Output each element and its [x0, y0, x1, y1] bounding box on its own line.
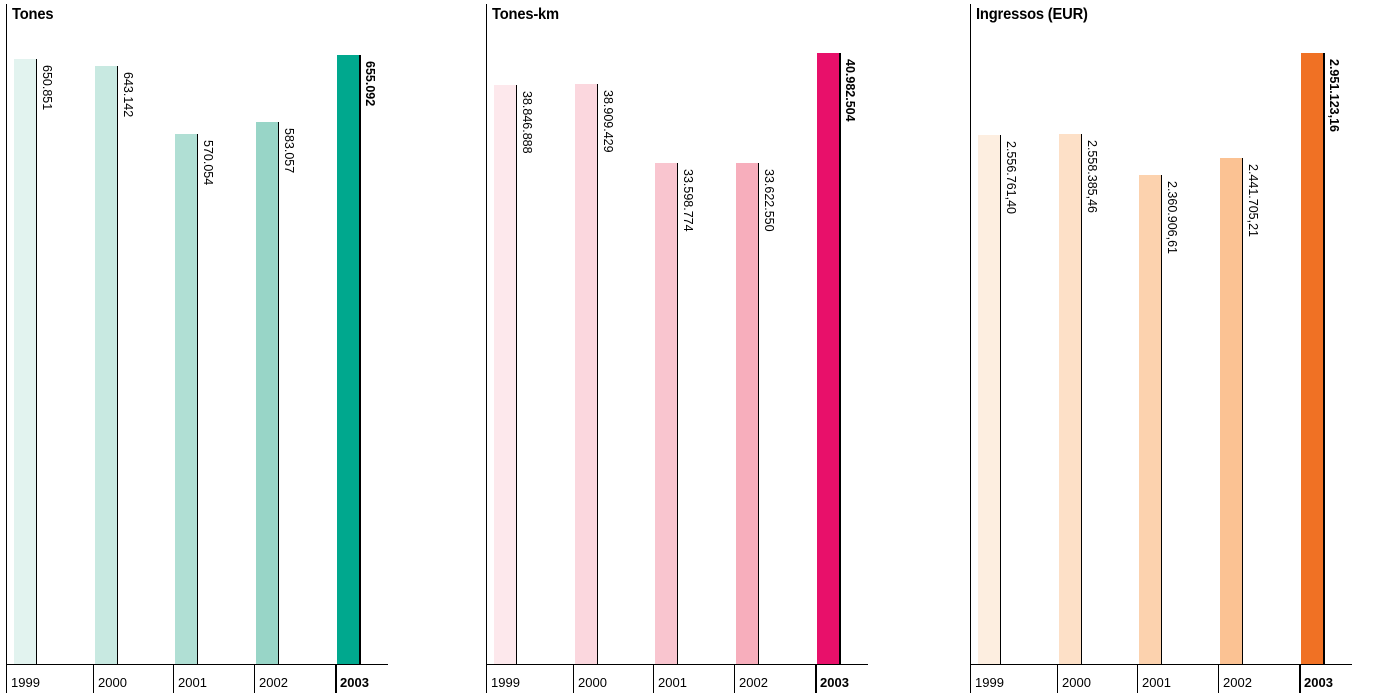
year-label-2002: 2002 — [1223, 675, 1252, 690]
year-tick-2003 — [1299, 664, 1301, 693]
value-label-2000: 2.558.385,46 — [1085, 140, 1099, 214]
year-tick-2000 — [1057, 664, 1058, 693]
bar-2001 — [175, 133, 197, 664]
x-axis-baseline — [486, 664, 868, 665]
value-label-2000: 38.909.429 — [601, 90, 615, 153]
bar-edge-2002 — [278, 121, 279, 664]
bar-edge-1999 — [1000, 134, 1001, 664]
value-label-2002: 583.057 — [282, 127, 296, 173]
year-tick-2002 — [254, 664, 255, 693]
value-label-2001: 33.598.774 — [681, 169, 695, 232]
bar-edge-2001 — [677, 163, 678, 664]
bar-edge-2000 — [117, 65, 118, 664]
y-axis-line — [486, 4, 487, 693]
bar-edge-2003 — [359, 54, 361, 664]
chart-panel-1: Tones 650.851 1999 643.142 2000 570.054 2001 58… — [6, 0, 388, 693]
value-label-2003: 2.951.123,16 — [1327, 58, 1341, 132]
year-label-2001: 2001 — [658, 675, 687, 690]
bar-2002 — [736, 162, 758, 664]
year-label-2003: 2003 — [1304, 675, 1333, 690]
bar-edge-2001 — [197, 133, 198, 664]
bar-2001 — [655, 163, 677, 664]
year-label-2000: 2000 — [578, 675, 607, 690]
bar-edge-2001 — [1161, 175, 1162, 664]
year-label-2002: 2002 — [739, 675, 768, 690]
value-label-2002: 33.622.550 — [762, 168, 776, 232]
chart-title: Tones-km — [492, 6, 559, 23]
value-label-2003: 40.982.504 — [843, 59, 857, 122]
bar-edge-2000 — [597, 84, 598, 664]
year-tick-2001 — [173, 664, 174, 693]
year-tick-1999 — [486, 664, 487, 693]
chart-panel-3: Ingressos (EUR) 2.556.761,40 1999 2.558.385… — [970, 0, 1352, 693]
chart-panel-2: Tones-km 38.846.888 1999 38.909.429 2000 33.5… — [486, 0, 868, 693]
chart-title: Tones — [12, 6, 54, 23]
value-label-2001: 570.054 — [201, 139, 215, 185]
year-tick-2001 — [1137, 664, 1138, 693]
y-axis-line — [970, 4, 971, 693]
value-label-1999: 650.851 — [40, 64, 54, 110]
bar-1999 — [14, 58, 36, 664]
value-label-1999: 38.846.888 — [520, 91, 534, 154]
bar-2000 — [575, 84, 597, 664]
year-label-2002: 2002 — [259, 675, 288, 690]
year-tick-2003 — [335, 664, 337, 693]
bar-2003 — [337, 54, 359, 664]
year-tick-1999 — [6, 664, 7, 693]
year-tick-2003 — [815, 664, 817, 693]
year-label-2001: 2001 — [1142, 675, 1171, 690]
year-label-2000: 2000 — [1062, 675, 1091, 690]
x-axis-baseline — [6, 664, 388, 665]
chart-title: Ingressos (EUR) — [976, 6, 1088, 23]
year-label-2000: 2000 — [98, 675, 127, 690]
value-label-2001: 2.360.906,61 — [1165, 181, 1179, 255]
bar-edge-2000 — [1081, 134, 1082, 664]
y-axis-line — [6, 4, 7, 693]
year-tick-1999 — [970, 664, 971, 693]
bar-2002 — [256, 121, 278, 664]
bar-1999 — [978, 134, 1000, 664]
year-label-2003: 2003 — [340, 675, 369, 690]
year-tick-2000 — [573, 664, 574, 693]
year-tick-2002 — [1218, 664, 1219, 693]
year-tick-2001 — [653, 664, 654, 693]
bar-edge-1999 — [516, 85, 517, 664]
bar-edge-2002 — [1242, 158, 1243, 664]
year-tick-2000 — [93, 664, 94, 693]
year-tick-2002 — [734, 664, 735, 693]
year-label-1999: 1999 — [11, 675, 40, 690]
year-label-1999: 1999 — [975, 675, 1004, 690]
year-label-2001: 2001 — [178, 675, 207, 690]
year-label-1999: 1999 — [491, 675, 520, 690]
year-label-2003: 2003 — [820, 675, 849, 690]
bar-2000 — [95, 65, 117, 664]
value-label-2003: 655.092 — [363, 60, 377, 106]
x-axis-baseline — [970, 664, 1352, 665]
bar-edge-2002 — [758, 162, 759, 664]
value-label-2000: 643.142 — [121, 71, 135, 117]
value-label-1999: 2.556.761,40 — [1004, 140, 1018, 214]
bar-2001 — [1139, 175, 1161, 664]
value-label-2002: 2.441.705,21 — [1246, 164, 1260, 238]
bar-edge-2003 — [1323, 52, 1325, 664]
bar-edge-1999 — [36, 58, 37, 664]
bar-2003 — [1301, 52, 1323, 664]
bar-edge-2003 — [839, 53, 841, 664]
bar-2000 — [1059, 134, 1081, 664]
bar-1999 — [494, 85, 516, 664]
bar-2002 — [1220, 158, 1242, 664]
bar-2003 — [817, 53, 839, 664]
